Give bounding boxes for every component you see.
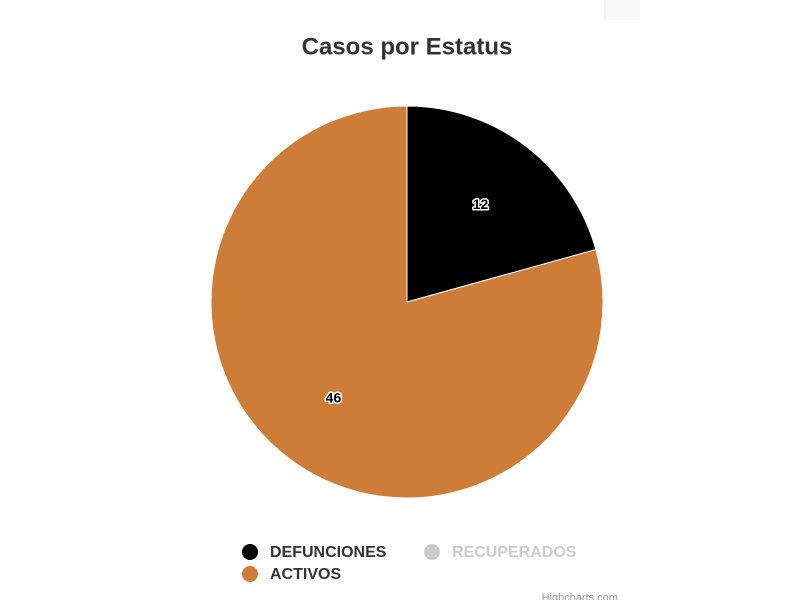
legend-label[interactable]: DEFUNCIONES [270,544,387,561]
pie-slice [406,105,597,303]
data-label: 46 [326,389,342,405]
panel-corner [606,0,640,20]
chart-title: Casos por Estatus [302,33,513,60]
legend-label[interactable]: RECUPERADOS [452,544,577,561]
pie-slice [210,105,604,499]
legend-marker[interactable] [424,544,440,560]
legend-marker[interactable] [242,566,258,582]
legend-label[interactable]: ACTIVOS [270,566,341,583]
legend-marker[interactable] [242,544,258,560]
data-label: 12 [473,196,489,212]
credits[interactable]: Highcharts.com [542,592,618,600]
